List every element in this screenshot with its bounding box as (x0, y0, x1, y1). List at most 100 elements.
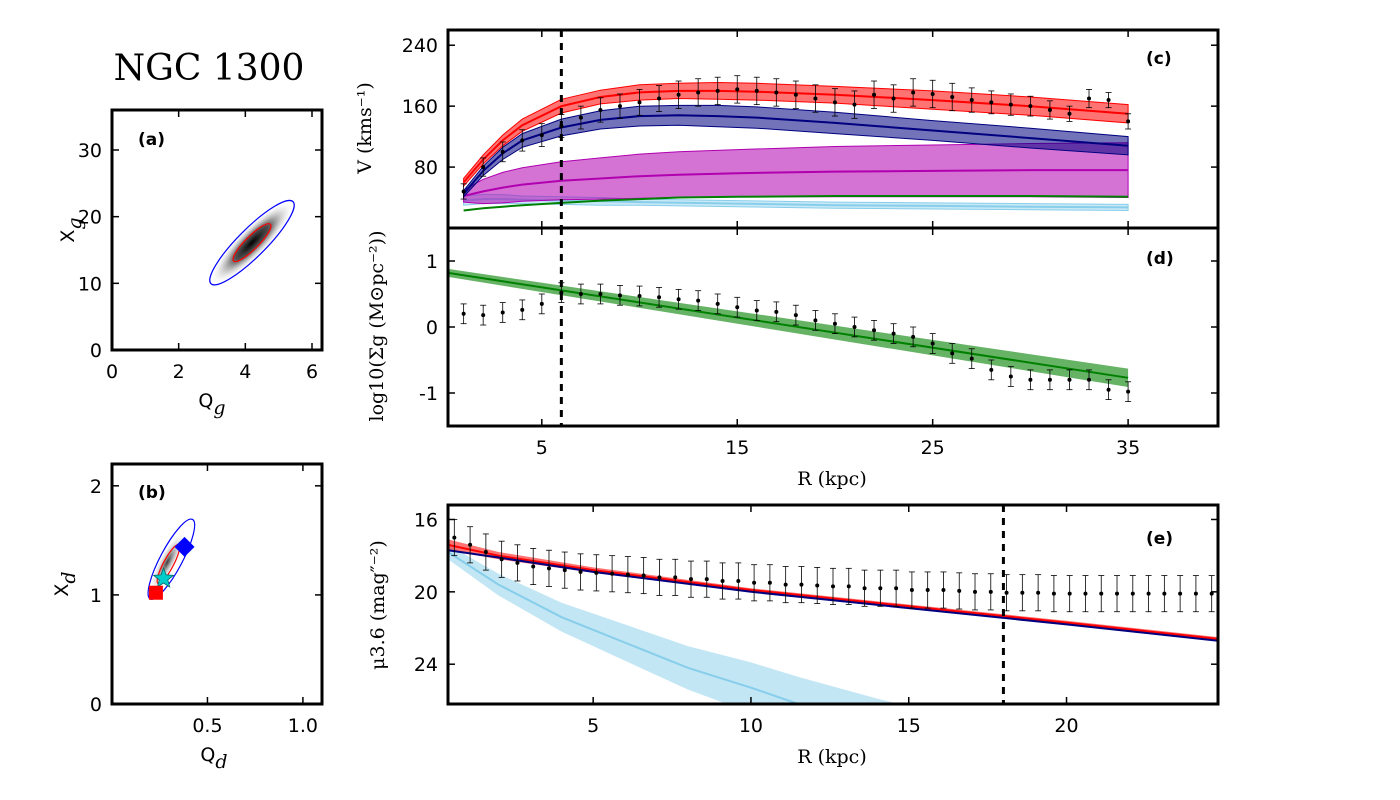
panel-d-point (481, 313, 486, 318)
panel-c-point (891, 96, 896, 101)
panel-d-ylabel: log10(Σg (M⊙pc⁻²)) (366, 231, 388, 422)
panel-a-ytick-label: 10 (78, 273, 102, 295)
panel-d-point (872, 328, 877, 333)
panel-d-xtick-label: 5 (536, 437, 548, 459)
panel-b-ytick-label: 0 (90, 694, 102, 716)
panel-e-point (610, 571, 615, 576)
panel-d-point (1106, 387, 1111, 392)
panel-b-xtick-label: 0.5 (192, 715, 222, 737)
panel-c-line-gas (463, 195, 1129, 212)
panel-a-inner-contour (232, 223, 272, 263)
panel-d-point (930, 341, 935, 346)
panel-b-diamond-marker (174, 536, 195, 557)
panel-d-point (813, 318, 818, 323)
panel-c-point (520, 138, 525, 143)
panel-e-point (941, 588, 946, 593)
panel-e-xtick-label: 15 (897, 715, 921, 737)
panel-c-point (481, 165, 486, 170)
panel-c-point (852, 102, 857, 107)
panel-c-point (657, 96, 662, 101)
panel-d-point (598, 292, 603, 296)
panel-d-point (1028, 377, 1033, 382)
panel-a-ylabel-sub: g (64, 217, 86, 229)
panel-d-point (735, 305, 740, 310)
panel-d-point (1087, 377, 1092, 382)
panel-c-point (950, 95, 955, 100)
panel-e-point (452, 535, 457, 540)
panel-e-point (1193, 591, 1198, 596)
panel-b-tag: (b) (138, 483, 166, 503)
panel-d-point (774, 309, 779, 314)
panel-e-point (594, 570, 599, 575)
panel-e-point (483, 550, 488, 555)
panel-e-point (1115, 591, 1120, 596)
panel-e-ytick-label: 20 (414, 582, 438, 604)
panel-c-ylabel: V (kms⁻¹) (354, 82, 376, 175)
panel-d-point (676, 297, 681, 302)
panel-e-line-disk (448, 549, 1218, 642)
panel-e-point (1020, 590, 1025, 595)
panel-e-point (1130, 591, 1135, 596)
panel-c: 80 160 240 (402, 28, 1220, 230)
panel-e-point (546, 566, 551, 571)
panel-a-xtick-label: 0 (106, 361, 118, 383)
panel-c-point (715, 88, 720, 93)
panel-e-point (1209, 591, 1214, 596)
panel-a-tag: (a) (138, 130, 165, 150)
panel-d-point (715, 301, 720, 306)
panel-a-frame (110, 108, 324, 352)
panel-d-tag: (d) (1146, 249, 1174, 269)
panel-b-ylabel-main: X (51, 584, 73, 597)
panel-c-point (813, 96, 818, 101)
panel-e-point (531, 564, 536, 569)
panel-d-point (950, 351, 955, 356)
panel-a-xtick-label: 2 (173, 361, 185, 383)
panel-a-ylabel-main: X (57, 230, 79, 243)
panel-d-ytick-label: -1 (419, 383, 438, 405)
panel-c-point (774, 90, 779, 95)
panel-c-ytick-label: 80 (414, 157, 438, 179)
panel-d-fit-line (448, 271, 1129, 379)
panel-d-xtick-label: 15 (725, 437, 749, 459)
panel-e-point (1067, 591, 1072, 596)
panel-c-point (617, 104, 622, 109)
panel-a-xtick-label: 4 (239, 361, 251, 383)
panel-b-ytick-label: 2 (90, 476, 102, 498)
panel-e-point (1004, 590, 1009, 595)
panel-e-point (973, 589, 978, 594)
panel-d-point (1047, 377, 1052, 382)
panel-e-frame (446, 503, 1220, 706)
panel-e-line-bulge (448, 551, 802, 704)
panel-e-point (704, 577, 709, 582)
panel-b-ytick-label: 1 (90, 585, 102, 607)
panel-e-point (1146, 591, 1151, 596)
panel-c-point (1047, 107, 1052, 112)
panel-c-band-bulge-disk (463, 104, 1129, 199)
panel-c-point (676, 92, 681, 97)
panel-c-tag: (c) (1146, 49, 1172, 69)
panel-e: 16 20 24 5 10 15 20 (414, 503, 1220, 737)
panel-a-outer-contour (209, 199, 295, 286)
panel-e-point (894, 586, 899, 591)
panel-e-line-total (448, 543, 1218, 640)
panel-d-point (696, 298, 701, 303)
panel-b-xtick-label: 1.0 (288, 715, 318, 737)
panel-e-point (499, 557, 504, 562)
panel-e-point (720, 578, 725, 583)
panel-c-point (793, 92, 798, 97)
panel-b-star-marker (152, 566, 175, 588)
panel-e-point (988, 589, 993, 594)
panel-e-point (468, 542, 473, 547)
panel-c-point (872, 92, 877, 97)
panel-d-point (657, 295, 662, 300)
panel-d-point (461, 311, 466, 316)
panel-e-point (736, 578, 741, 583)
panel-d-point (793, 313, 798, 318)
panel-e-point (515, 560, 520, 565)
panel-c-point (637, 100, 642, 105)
panel-e-point (799, 582, 804, 587)
panel-c-line-halo (463, 169, 1129, 197)
panel-b-ylabel: Xd (51, 571, 80, 596)
panel-d-point (539, 301, 544, 306)
panel-b-xlabel: Qd (200, 744, 227, 773)
